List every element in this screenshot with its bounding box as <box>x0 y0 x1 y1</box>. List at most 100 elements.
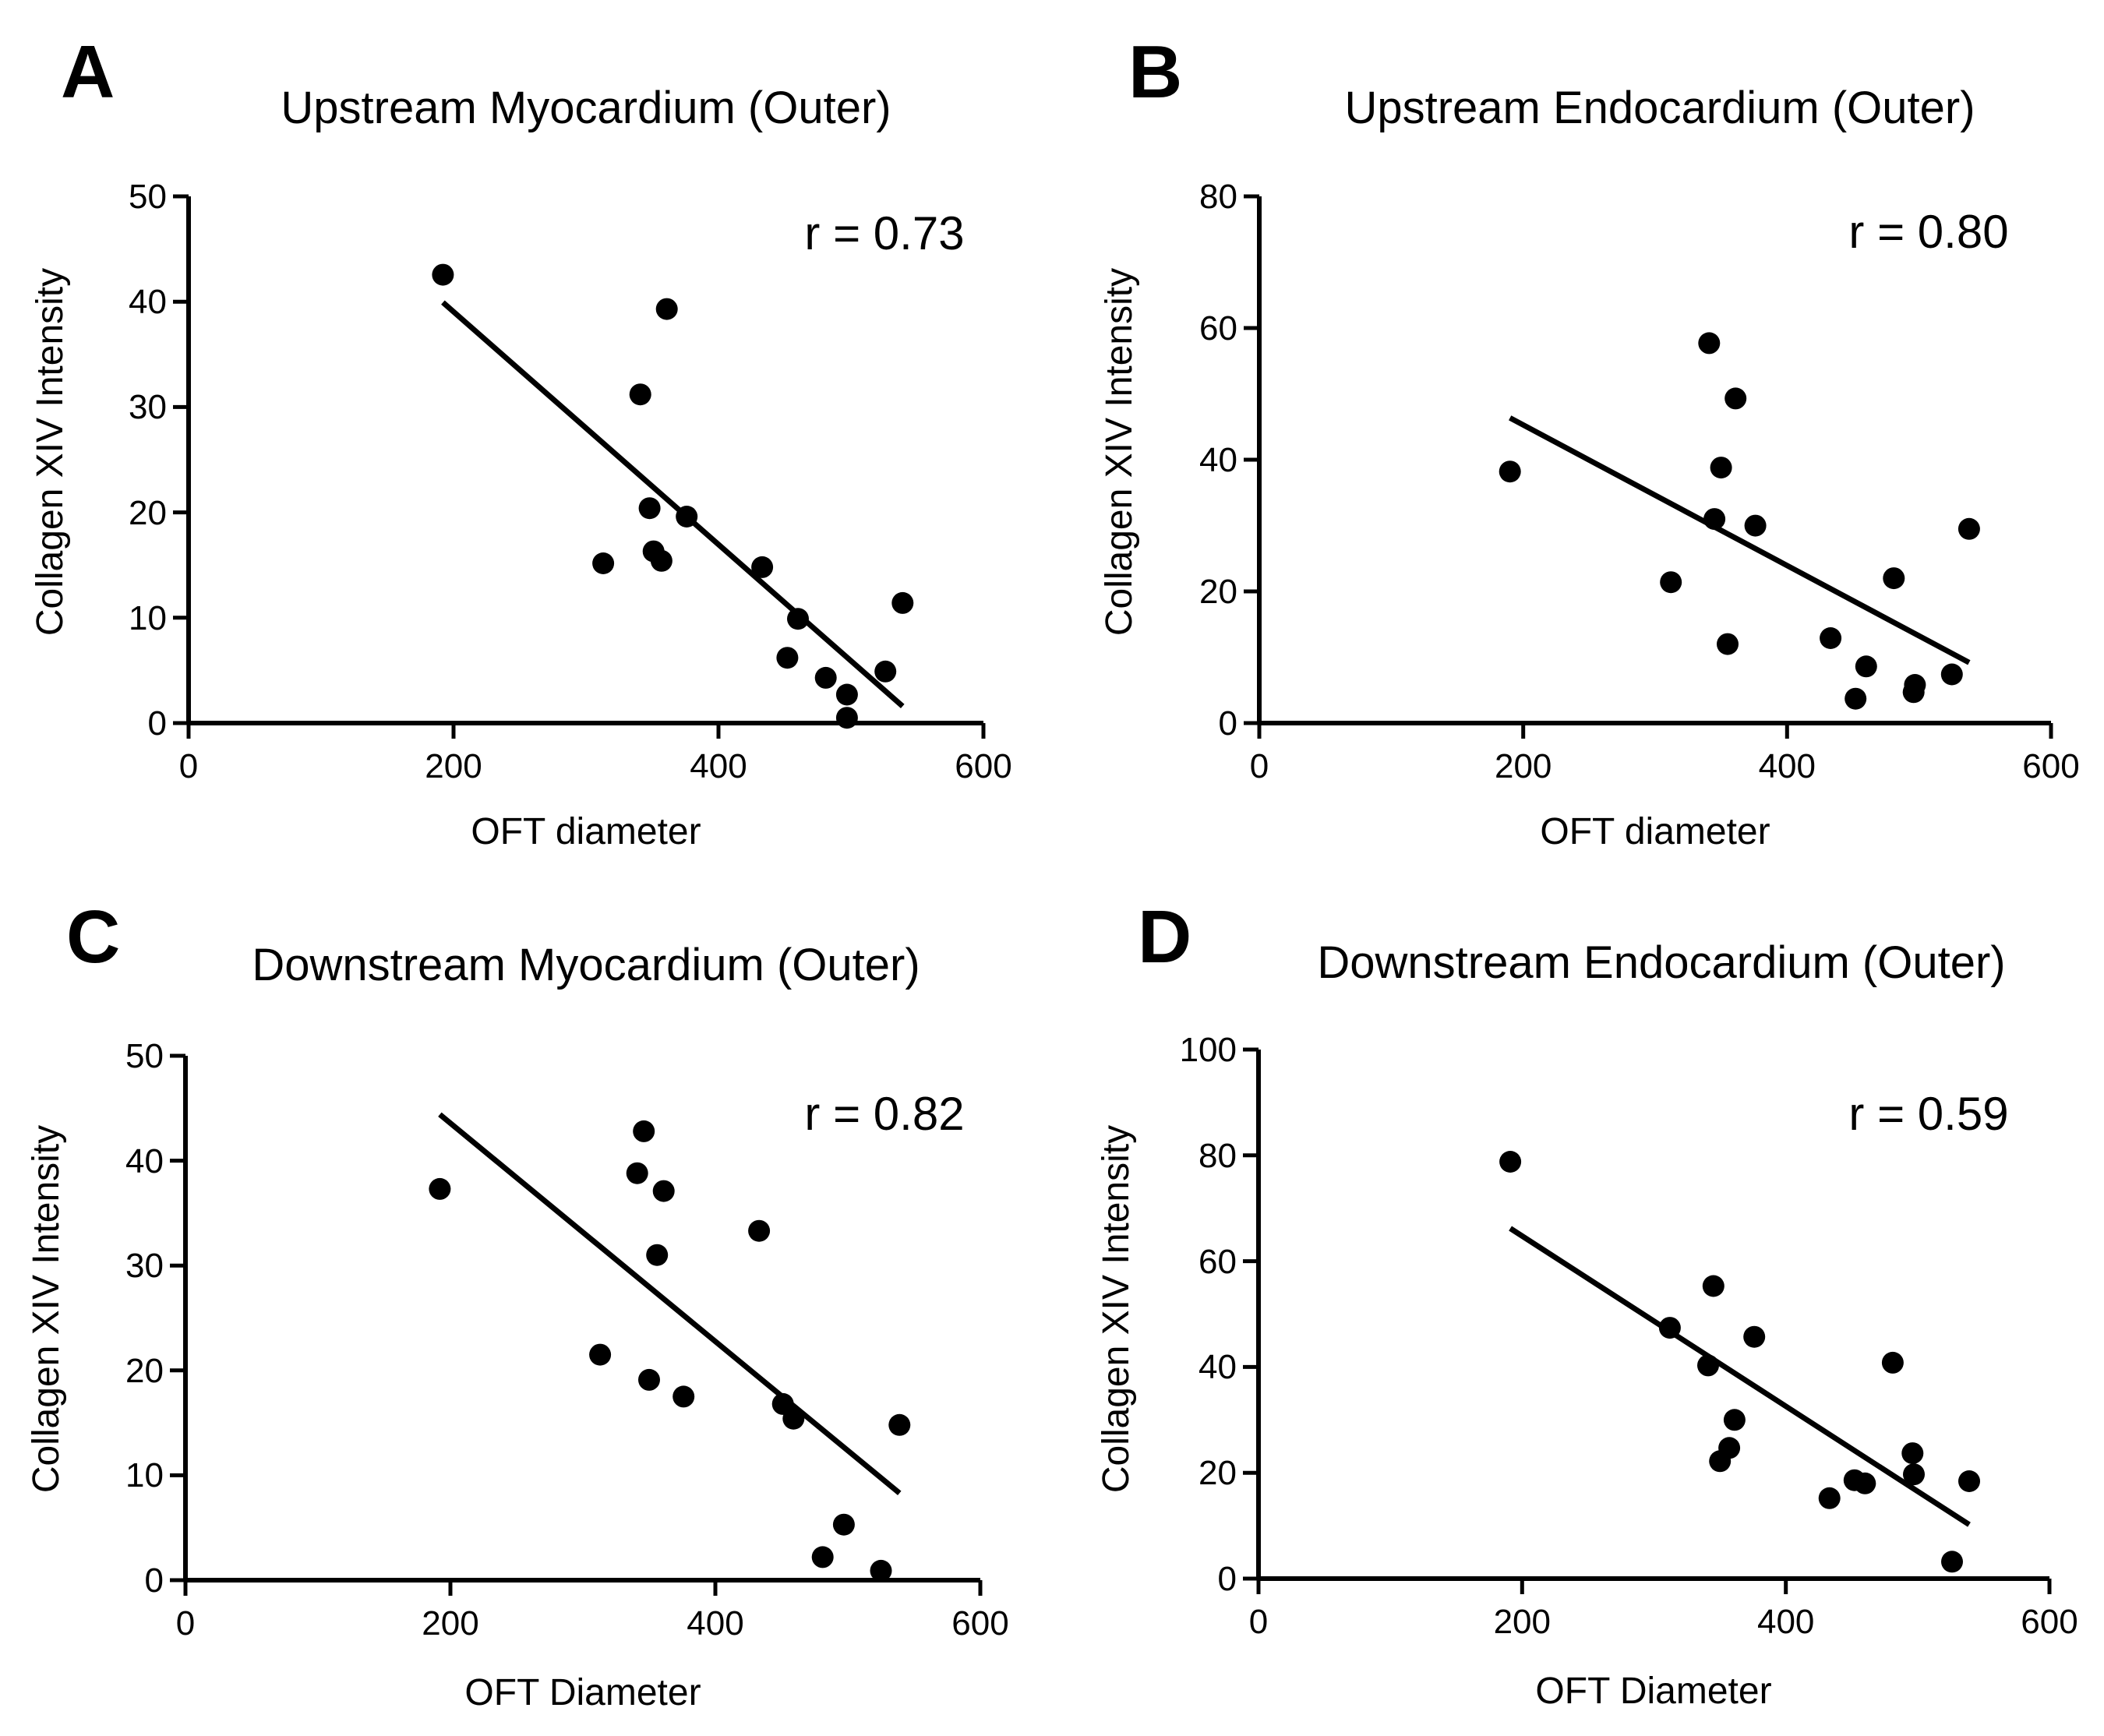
panel-c-data-point <box>811 1546 834 1568</box>
panel-a-r-annotation: r = 0.73 <box>804 207 964 259</box>
panel-a-data-point <box>891 591 914 614</box>
panel-b-data-point <box>1904 674 1926 696</box>
panel-d-ytick-label: 100 <box>1180 1031 1237 1069</box>
panel-d-r-annotation: r = 0.59 <box>1848 1088 2008 1140</box>
panel-d-data-point <box>1854 1472 1876 1494</box>
panel-a-xtick-label: 200 <box>425 747 482 785</box>
panel-c-data-point <box>832 1513 855 1536</box>
panel-a-xtick-label: 0 <box>179 747 198 785</box>
panel-d-y-axis-label: Collagen XIV Intensity <box>1096 1125 1137 1493</box>
panel-d-data-point <box>1958 1470 1980 1492</box>
panel-c-data-point <box>429 1177 451 1200</box>
panel-b-ytick-label: 40 <box>1199 441 1237 479</box>
panel-c-data-point <box>673 1385 695 1408</box>
panel-b-data-point <box>1855 655 1877 678</box>
panel-letter-b: B <box>1128 30 1182 114</box>
panel-c-data-point <box>589 1343 612 1366</box>
panel-c-y-axis: 50 40 30 20 10 0 <box>125 1037 188 1600</box>
panel-d-data-point <box>1723 1409 1746 1431</box>
panel-b-data-point <box>1717 633 1739 655</box>
panel-a-ytick-label: 30 <box>129 388 167 426</box>
panel-a-data-point <box>432 263 454 286</box>
panel-c-ytick-label: 40 <box>125 1142 164 1180</box>
panel-a-ytick-label: 50 <box>129 178 167 216</box>
panel-a-ytick-label: 0 <box>148 704 167 743</box>
panel-d-xtick-label: 200 <box>1494 1603 1551 1641</box>
panel-c-fit-line <box>438 1112 902 1496</box>
panel-c-r-annotation: r = 0.82 <box>804 1088 964 1140</box>
panel-b-data-point <box>1744 514 1767 537</box>
panel-d-data-point <box>1658 1317 1681 1339</box>
panel-d-data-point <box>1718 1437 1741 1459</box>
panel-c-data-point <box>870 1559 892 1582</box>
panel-b-data-point <box>1820 627 1842 649</box>
panel-c-xtick-label: 200 <box>422 1604 478 1642</box>
panel-d-ytick-label: 20 <box>1199 1454 1237 1492</box>
panel-a-data-point <box>751 556 774 578</box>
panel-a-x-axis-label: OFT diameter <box>471 811 701 852</box>
panel-b-x-axis: 0 200 400 600 <box>1250 721 2080 785</box>
panel-letter-d: D <box>1138 895 1191 979</box>
panel-c-xtick-label: 0 <box>176 1604 195 1642</box>
panel-c-ytick-label: 30 <box>125 1247 164 1285</box>
panel-a-y-axis-label: Collagen XIV Intensity <box>30 268 71 636</box>
panel-b-data-point <box>1698 332 1721 355</box>
panel-d-data-point <box>1697 1354 1719 1377</box>
panel-b-points <box>1499 332 1980 710</box>
panel-b-ytick-label: 0 <box>1219 704 1237 743</box>
panel-b-data-point <box>1660 571 1682 594</box>
panel-c-data-point <box>652 1180 675 1202</box>
panel-b-data-point <box>1883 567 1905 590</box>
panel-b-data-point <box>1725 387 1747 410</box>
panel-b-title: Upstream Endocardium (Outer) <box>1344 83 1975 133</box>
panel-a-data-point <box>655 298 678 320</box>
panel-b-data-point <box>1957 517 1980 540</box>
panel-a-data-point <box>787 608 809 630</box>
panel-b-xtick-label: 200 <box>1495 747 1552 785</box>
panel-a-data-point <box>776 647 799 669</box>
panel-a-title: Upstream Myocardium (Outer) <box>281 83 891 133</box>
panel-b-y-axis: 80 60 40 20 0 <box>1199 178 1262 743</box>
panel-c-data-point <box>748 1219 771 1242</box>
panel-d-fit-line <box>1509 1226 1971 1527</box>
panel-a-points <box>432 263 914 729</box>
panel-c-xtick-label: 600 <box>951 1604 1008 1642</box>
panel-b-data-point <box>1710 457 1732 479</box>
panel-a-data-point <box>676 506 698 528</box>
panel-a-data-point <box>874 660 897 683</box>
panel-d-data-point <box>1702 1275 1725 1297</box>
panel-c-xtick-label: 400 <box>687 1604 743 1642</box>
panel-c: C Downstream Myocardium (Outer) r = 0.82… <box>26 895 1009 1713</box>
panel-a-data-point <box>650 549 673 572</box>
panel-b-data-point <box>1940 663 1963 686</box>
panel-b-ytick-label: 20 <box>1199 573 1237 611</box>
panel-a-data-point <box>814 666 837 689</box>
panel-a-xtick-label: 600 <box>955 747 1011 785</box>
panel-b-xtick-label: 400 <box>1759 747 1816 785</box>
panel-a-data-point <box>629 383 651 406</box>
panel-c-x-axis-label: OFT Diameter <box>464 1672 701 1713</box>
panel-b-fit-line <box>1509 415 1971 665</box>
panel-d-data-point <box>1903 1463 1925 1486</box>
panel-d-x-axis-label: OFT Diameter <box>1535 1671 1771 1712</box>
panel-c-data-point <box>638 1368 660 1391</box>
panel-a-data-point <box>592 552 615 574</box>
panel-b-data-point <box>1499 460 1521 483</box>
panel-b-ytick-label: 80 <box>1199 178 1237 216</box>
panel-a-fit-line <box>441 300 905 709</box>
panel-d-xtick-label: 0 <box>1249 1603 1268 1641</box>
panel-d-data-point <box>1881 1351 1904 1374</box>
panel-c-title: Downstream Myocardium (Outer) <box>252 940 920 990</box>
panel-d-data-point <box>1818 1487 1841 1509</box>
panel-a-y-axis: 50 40 30 20 10 0 <box>129 178 191 743</box>
panel-d-points <box>1499 1151 1980 1573</box>
panel-b-y-axis-label: Collagen XIV Intensity <box>1099 268 1140 636</box>
panel-d-data-point <box>1901 1442 1924 1465</box>
panel-a-ytick-label: 10 <box>129 599 167 637</box>
panel-d-title: Downstream Endocardium (Outer) <box>1317 937 2005 988</box>
panel-b: B Upstream Endocardium (Outer) r = 0.80 … <box>1099 30 2080 852</box>
panel-d-x-axis: 0 200 400 600 <box>1249 1576 2078 1641</box>
panel-b-ytick-label: 60 <box>1199 309 1237 348</box>
panel-c-data-point <box>646 1244 669 1266</box>
